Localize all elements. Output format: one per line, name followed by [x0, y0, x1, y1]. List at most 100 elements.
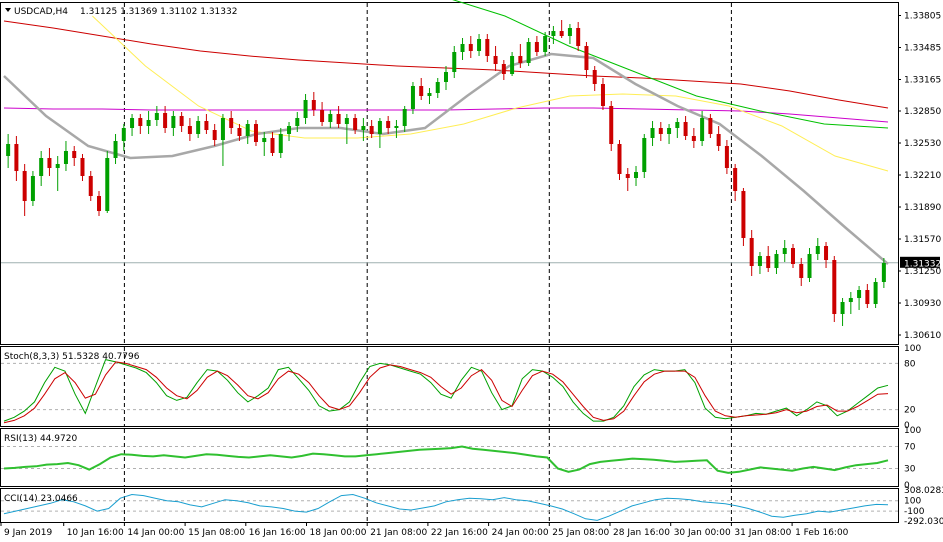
time-axis-label: 16 Jan 16:00 [249, 528, 306, 538]
candle-body [766, 256, 771, 268]
candle-body [212, 130, 217, 140]
candle-body [336, 114, 341, 124]
candle-body [600, 84, 605, 106]
candle-body [130, 118, 135, 128]
candle-body [97, 196, 102, 211]
price-tick-label: 1.31890 [904, 203, 941, 213]
candle-body [642, 138, 647, 172]
time-axis-label: 24 Jan 00:00 [492, 528, 549, 538]
moving-average-gray [3, 52, 889, 265]
candle-body [716, 134, 721, 146]
candle-body [749, 238, 754, 266]
candle-body [303, 100, 308, 118]
current-price-box [900, 256, 940, 268]
candle-body [14, 144, 19, 171]
candle-body [873, 282, 878, 304]
cci-label: CCI(14) 23.0466 [4, 494, 78, 504]
candle-body [55, 164, 60, 168]
candle-body [435, 82, 440, 93]
cci-level-label: 308.0283 [904, 486, 943, 496]
candle-body [394, 126, 399, 128]
candle-body [724, 146, 729, 168]
candle-body [617, 144, 622, 174]
candle-body [113, 141, 118, 158]
candle-body [741, 191, 746, 238]
candle-body [675, 122, 680, 128]
time-axis-label: 18 Jan 00:00 [310, 528, 367, 538]
candle-body [229, 118, 234, 128]
price-tick-label: 1.32850 [904, 107, 941, 117]
stoch-label: Stoch(8,3,3) 51.5328 40.7796 [4, 352, 140, 362]
candle-body [790, 248, 795, 264]
candle-body [427, 93, 432, 96]
candle-body [501, 64, 506, 74]
candle-body [72, 151, 77, 158]
price-tick-label: 1.33805 [904, 12, 941, 22]
candle-body [402, 109, 407, 126]
stoch-signal-line [3, 361, 889, 424]
candle-body [262, 138, 267, 142]
candle-body [80, 158, 85, 176]
candle-body [881, 263, 886, 282]
candle-body [63, 151, 68, 164]
stoch-level-label: 0 [904, 421, 910, 431]
price-tick-label: 1.30610 [904, 331, 941, 341]
moving-average-magenta [3, 107, 889, 123]
moving-average-yellow [92, 15, 889, 172]
candle-body [287, 126, 292, 134]
cci-level-label: -292.0302 [904, 517, 943, 527]
chart-title-symbol: USDCAD,H4 [14, 7, 68, 17]
candle-body [444, 72, 448, 82]
day-separator-lines [123, 3, 732, 522]
candle-body [832, 260, 837, 314]
candle-body [187, 126, 192, 134]
candle-body [386, 121, 391, 128]
stoch-level-label: 80 [904, 359, 916, 369]
candle-body [270, 138, 275, 153]
candle-body [782, 248, 787, 254]
candle-body [757, 256, 762, 266]
stoch-pane-frame [0, 346, 899, 427]
candle-body [369, 126, 374, 134]
time-axis: 9 Jan 2019 10 Jan 16:00 14 Jan 00:00 15 Jan… [0, 522, 849, 538]
candle-body [650, 128, 655, 138]
price-tick-label: 1.32530 [904, 139, 941, 149]
candle-body [460, 44, 465, 52]
candle-body [204, 121, 209, 130]
candle-body [419, 86, 424, 96]
price-tick-label: 1.30930 [904, 299, 941, 309]
rsi-level-label: 100 [904, 426, 921, 436]
time-axis-label: 30 Jan 00:00 [674, 528, 731, 538]
rsi-line [3, 445, 889, 474]
candle-body [477, 39, 482, 51]
candle-body [518, 56, 523, 63]
candle-body [138, 118, 143, 126]
candle-body [320, 110, 325, 122]
cci-level-label: -100 [904, 507, 925, 517]
candle-body [551, 31, 556, 36]
rsi-level-label: 30 [904, 465, 916, 475]
rsi-pane-frame [0, 428, 899, 487]
candle-body [824, 246, 829, 260]
price-pane-frame [0, 2, 899, 345]
candle-body [105, 158, 110, 211]
candle-body [667, 128, 672, 134]
candle-body [576, 28, 581, 46]
candle-body [526, 42, 531, 63]
candle-body [154, 113, 159, 120]
candle-body [328, 114, 333, 122]
candle-body [22, 171, 27, 201]
candle-body [196, 121, 201, 134]
candle-body [567, 28, 572, 36]
candle-body [584, 46, 589, 70]
candle-body [237, 128, 242, 136]
price-axis: 1.33805 1.33485 1.33165 1.32850 1.32530 1.322… [898, 12, 941, 341]
cci-level-label: 100 [904, 497, 921, 507]
time-axis-label: 31 Jan 08:00 [734, 528, 791, 538]
collapse-triangle-icon[interactable] [5, 8, 11, 12]
candle-body [534, 42, 539, 52]
stoch-level-label: 20 [904, 406, 916, 416]
candle-body [468, 44, 473, 51]
candle-body [625, 174, 630, 178]
